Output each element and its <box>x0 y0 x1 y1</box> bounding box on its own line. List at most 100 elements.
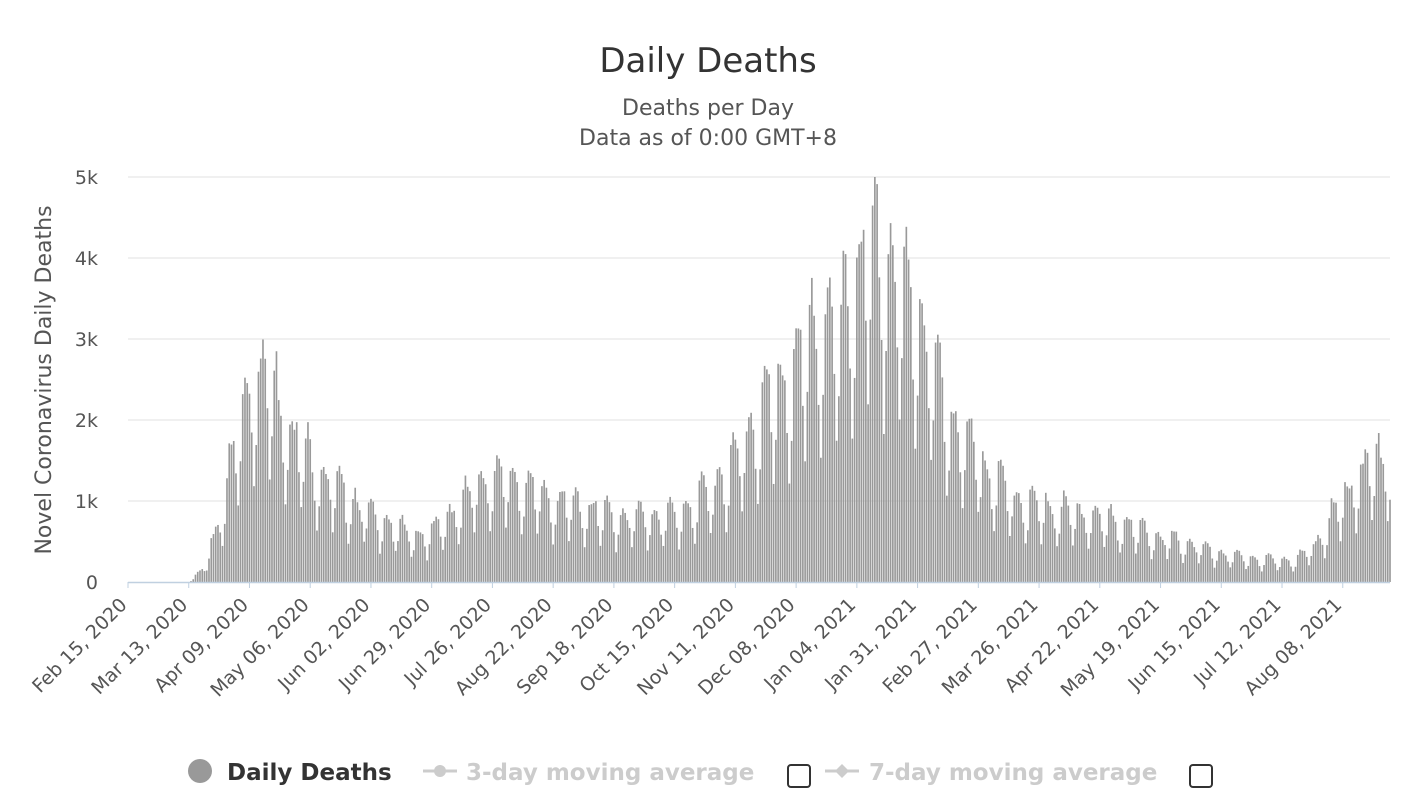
bar <box>1132 536 1135 582</box>
bar <box>538 511 541 582</box>
bar <box>318 506 321 582</box>
bar <box>475 504 478 582</box>
bar <box>786 432 788 582</box>
bar <box>1292 571 1295 582</box>
bar <box>498 458 500 582</box>
bar <box>444 536 447 582</box>
bar <box>435 516 438 582</box>
bar <box>1179 553 1182 582</box>
bar <box>977 511 980 582</box>
bar <box>1267 553 1270 582</box>
bar <box>797 328 800 582</box>
bar <box>199 570 201 582</box>
bar <box>1116 540 1119 582</box>
bar <box>802 405 804 582</box>
bar <box>1211 558 1214 582</box>
bar <box>347 543 350 582</box>
y-tick-label: 0 <box>86 572 98 594</box>
bar <box>1339 541 1342 582</box>
legend-3-day-label: 3-day moving average <box>466 760 754 786</box>
bar <box>943 441 946 582</box>
bar <box>401 514 404 582</box>
bar <box>581 528 584 582</box>
bar <box>520 534 523 582</box>
bar <box>320 469 323 582</box>
bar <box>957 432 959 582</box>
bar <box>1254 557 1256 582</box>
bar <box>833 373 836 582</box>
bar <box>718 467 721 582</box>
bar <box>397 541 399 582</box>
bar <box>700 471 703 582</box>
bar <box>1218 551 1220 582</box>
legend-item-3-day-moving-average[interactable]: 3-day moving average <box>423 760 811 788</box>
bar <box>298 472 300 582</box>
bar <box>293 429 296 582</box>
bar <box>1224 555 1227 582</box>
bar <box>1074 528 1076 582</box>
bar <box>1085 532 1088 582</box>
bar <box>1249 556 1252 582</box>
bar <box>1344 482 1346 582</box>
bar <box>1314 541 1317 582</box>
bar <box>941 377 944 582</box>
bar <box>898 419 901 582</box>
bar <box>226 478 228 582</box>
bar <box>624 512 626 582</box>
bar <box>838 396 840 582</box>
bar <box>325 474 327 582</box>
bar <box>723 504 725 582</box>
bar <box>993 531 995 582</box>
bar <box>1215 560 1218 582</box>
bar <box>1076 503 1079 582</box>
bar <box>910 287 912 582</box>
bar <box>446 511 449 582</box>
bar <box>534 509 536 582</box>
bar <box>462 489 465 582</box>
bar <box>331 532 334 582</box>
bar <box>687 503 689 582</box>
bar <box>966 421 968 582</box>
bar <box>784 380 786 582</box>
bar <box>1053 528 1056 582</box>
bar <box>709 533 712 582</box>
legend-item-7-day-moving-average[interactable]: 7-day moving average <box>825 760 1213 788</box>
bar <box>1121 543 1124 582</box>
bar <box>606 495 608 582</box>
bar <box>1083 517 1085 582</box>
bar <box>628 527 631 582</box>
bar <box>853 377 856 582</box>
y-axis-label: Novel Coronavirus Daily Deaths <box>32 205 57 554</box>
bar <box>1139 520 1142 582</box>
bar <box>822 394 824 582</box>
bar <box>1373 496 1376 582</box>
bar <box>1164 545 1166 582</box>
bar <box>552 544 554 582</box>
bar <box>1177 540 1180 582</box>
bar <box>241 394 244 582</box>
bar <box>743 472 746 582</box>
bar <box>482 478 485 582</box>
bar <box>1143 520 1146 582</box>
legend-7-day-diamond-icon <box>835 764 849 778</box>
bar <box>619 515 622 582</box>
legend-3-day-checkbox[interactable] <box>787 764 811 788</box>
bar <box>741 511 743 582</box>
bar <box>340 474 343 582</box>
legend-7-day-checkbox[interactable] <box>1189 764 1213 788</box>
legend-item-daily-deaths[interactable]: Daily Deaths <box>188 759 392 786</box>
bar <box>390 522 393 582</box>
bar <box>1368 486 1371 582</box>
bar <box>304 438 307 582</box>
bar <box>644 527 647 582</box>
bar <box>1269 554 1272 582</box>
bar <box>345 522 348 582</box>
bar <box>919 299 921 582</box>
bar <box>572 495 575 582</box>
bar <box>880 339 883 582</box>
bar <box>1080 513 1083 582</box>
bar <box>1078 503 1081 582</box>
bar <box>698 480 701 582</box>
bar <box>637 500 640 582</box>
bar <box>394 550 397 582</box>
